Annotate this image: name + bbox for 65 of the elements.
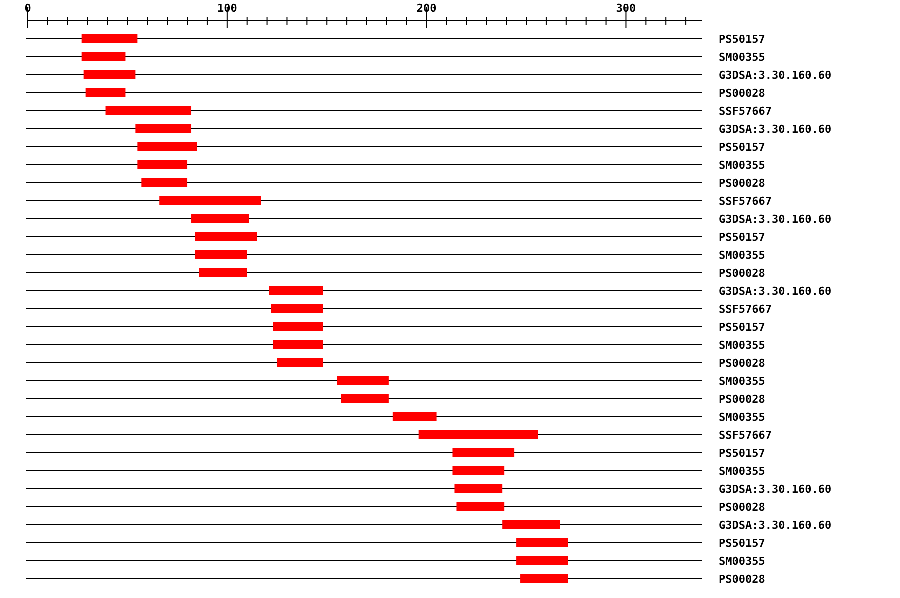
- bar: [392, 412, 437, 422]
- bar: [138, 142, 198, 152]
- y-tick-label: SM00355: [719, 159, 766, 172]
- x-tick-label: 200: [416, 2, 437, 15]
- bar: [337, 376, 389, 386]
- bar: [106, 106, 192, 116]
- bar: [516, 538, 568, 548]
- bar: [452, 448, 515, 458]
- y-tick-label: PS00028: [719, 177, 766, 190]
- bar: [199, 268, 248, 278]
- y-tick-label: SM00355: [719, 51, 766, 64]
- y-tick-label: SSF57667: [719, 195, 772, 208]
- y-tick-label: PS00028: [719, 393, 766, 406]
- y-tick-label: SM00355: [719, 375, 766, 388]
- y-tick-label: PS50157: [719, 33, 766, 46]
- y-tick-label: G3DSA:3.30.160.60: [719, 483, 832, 496]
- bar: [269, 286, 324, 296]
- bar: [454, 484, 503, 494]
- bar: [273, 340, 324, 350]
- y-tick-label: PS50157: [719, 231, 766, 244]
- bar: [273, 322, 324, 332]
- y-tick-label: G3DSA:3.30.160.60: [719, 123, 832, 136]
- y-tick-label: PS00028: [719, 357, 766, 370]
- bar: [271, 304, 324, 314]
- y-tick-label: PS00028: [719, 501, 766, 514]
- y-tick-label: PS50157: [719, 141, 766, 154]
- bar: [142, 178, 188, 188]
- bar: [192, 214, 250, 224]
- x-tick-label: 100: [217, 2, 238, 15]
- y-tick-label: SSF57667: [719, 303, 772, 316]
- x-tick-label: 300: [616, 2, 636, 15]
- bar: [86, 88, 126, 98]
- bar: [136, 124, 192, 134]
- y-tick-label: PS50157: [719, 537, 766, 550]
- y-tick-label: G3DSA:3.30.160.60: [719, 213, 832, 226]
- y-tick-label: PS00028: [719, 573, 766, 586]
- bar: [82, 52, 126, 62]
- y-tick-label: PS00028: [719, 267, 766, 280]
- bar: [277, 358, 324, 368]
- y-tick-label: SSF57667: [719, 105, 772, 118]
- y-tick-label: SM00355: [719, 249, 766, 262]
- bar: [138, 160, 188, 170]
- bar: [82, 34, 138, 44]
- bar: [456, 502, 505, 512]
- y-tick-label: PS00028: [719, 87, 766, 100]
- bar: [516, 556, 568, 566]
- y-tick-label: SM00355: [719, 465, 766, 478]
- y-tick-label: SSF57667: [719, 429, 772, 442]
- bar: [84, 70, 136, 80]
- y-tick-label: SM00355: [719, 555, 766, 568]
- bar: [196, 250, 248, 260]
- y-tick-label: G3DSA:3.30.160.60: [719, 285, 832, 298]
- y-tick-label: SM00355: [719, 411, 766, 424]
- bar: [341, 394, 389, 404]
- y-tick-label: PS50157: [719, 321, 766, 334]
- bar: [196, 232, 258, 242]
- bar: [502, 520, 560, 530]
- bar: [452, 466, 505, 476]
- bar: [160, 196, 262, 206]
- y-tick-label: G3DSA:3.30.160.60: [719, 519, 832, 532]
- y-tick-label: PS50157: [719, 447, 766, 460]
- y-tick-label: G3DSA:3.30.160.60: [719, 69, 832, 82]
- bar: [418, 430, 538, 440]
- bar: [520, 574, 568, 584]
- y-tick-label: SM00355: [719, 339, 766, 352]
